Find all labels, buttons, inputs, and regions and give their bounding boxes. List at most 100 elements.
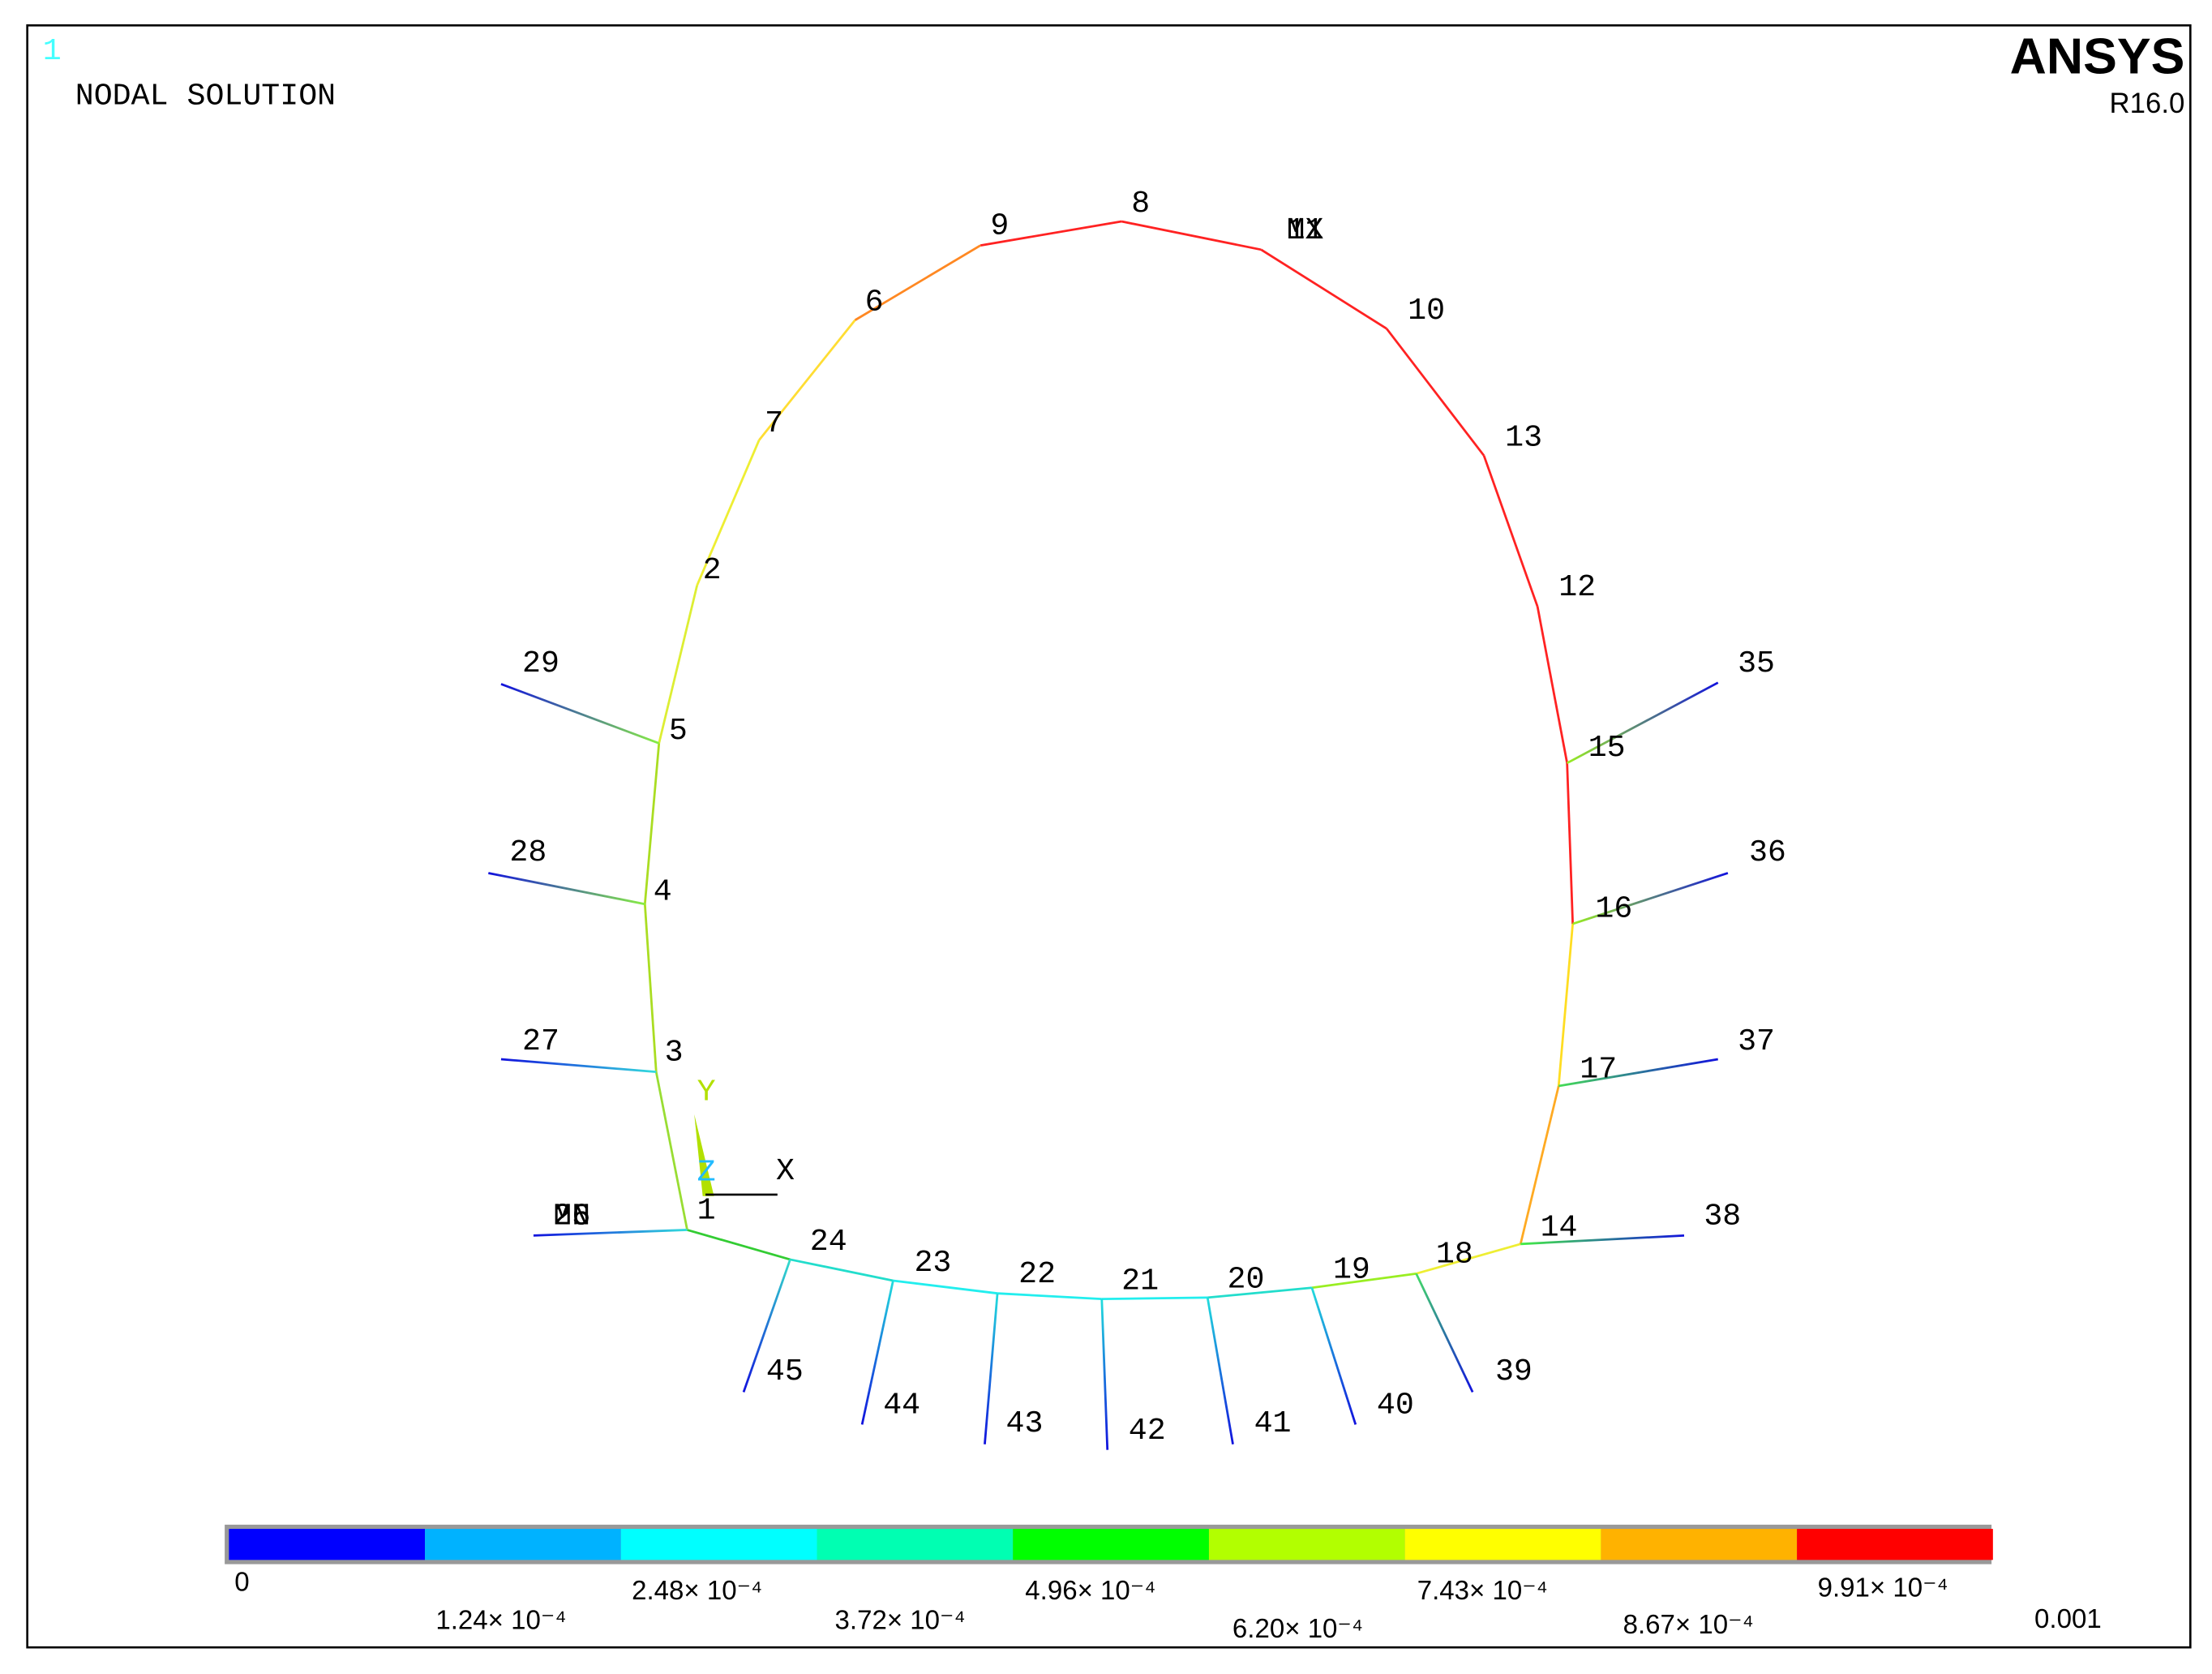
node-label: 22 (1018, 1257, 1056, 1292)
node-label: 14 (1541, 1210, 1578, 1245)
element (1101, 1296, 1208, 1301)
spring (1520, 1234, 1685, 1246)
node-label: 15 (1588, 731, 1626, 766)
node-label: 23 (914, 1246, 951, 1281)
node-label: 5 (669, 714, 688, 749)
spring (1415, 1273, 1474, 1393)
legend-label: 6.20× 10⁻⁴ (1232, 1614, 1363, 1644)
node-label: 38 (1704, 1199, 1741, 1234)
node-label: 6 (865, 285, 884, 320)
node-label: 13 (1505, 421, 1542, 456)
spring (1206, 1297, 1234, 1444)
node-label: 37 (1738, 1024, 1775, 1059)
legend-label: 3.72× 10⁻⁴ (835, 1606, 966, 1636)
element (893, 1279, 998, 1295)
legend-band (229, 1529, 426, 1560)
node-label: 9 (990, 209, 1009, 244)
node-label: 42 (1129, 1414, 1166, 1449)
node-label: 21 (1121, 1264, 1159, 1298)
node-label: 40 (1377, 1388, 1414, 1423)
node-label: 8 (1131, 187, 1150, 221)
version: R16.0 (2110, 88, 2185, 119)
spring (742, 1259, 791, 1393)
triad-x: X (776, 1154, 795, 1189)
element (758, 319, 856, 441)
legend-band (1404, 1529, 1601, 1560)
spring (533, 1229, 688, 1237)
legend-label: 7.43× 10⁻⁴ (1417, 1576, 1548, 1606)
spring (1310, 1287, 1357, 1425)
element (1416, 1243, 1521, 1275)
node-label: MX (1287, 213, 1324, 248)
legend-band (1601, 1529, 1798, 1560)
element (980, 220, 1122, 247)
node-label: 36 (1749, 835, 1786, 870)
legend-label: 4.96× 10⁻⁴ (1025, 1576, 1155, 1606)
element (1482, 455, 1539, 607)
element (997, 1292, 1102, 1301)
element (1557, 923, 1575, 1087)
spring (488, 872, 645, 906)
node-label: 41 (1254, 1406, 1292, 1441)
node-label: 24 (810, 1225, 847, 1260)
spring (1567, 681, 1719, 765)
node-label: 16 (1595, 891, 1632, 926)
node-label: 1 (697, 1194, 716, 1229)
legend-band (425, 1529, 621, 1560)
element (854, 244, 981, 321)
node-label: 43 (1006, 1406, 1044, 1441)
legend-label: 8.67× 10⁻⁴ (1623, 1610, 1754, 1640)
node-label: 7 (765, 406, 783, 441)
spring (500, 1058, 657, 1074)
element (1385, 328, 1485, 457)
node-label: 11 (1287, 213, 1324, 248)
node-label: 44 (883, 1388, 920, 1423)
element (1207, 1286, 1313, 1299)
node-label: 10 (1408, 294, 1445, 328)
element (790, 1258, 894, 1282)
brand: ANSYS (2010, 28, 2185, 84)
spring (1572, 872, 1729, 925)
node-label: 28 (509, 835, 547, 870)
element (1519, 1085, 1560, 1245)
triad-y-arrow (694, 1114, 714, 1196)
element (1311, 1272, 1417, 1290)
legend-label: 9.91× 10⁻⁴ (1818, 1573, 1948, 1603)
element (643, 743, 661, 904)
element (654, 1071, 688, 1230)
node-label: 12 (1558, 570, 1596, 605)
title: NODAL SOLUTION (75, 79, 336, 114)
legend-band (817, 1529, 1014, 1560)
element (643, 904, 658, 1072)
node-label: 18 (1436, 1237, 1473, 1272)
window-number: 1 (43, 34, 62, 69)
node-label: 2 (703, 553, 722, 588)
triad-y: Y (697, 1075, 716, 1110)
element (658, 585, 699, 744)
frame (26, 24, 2192, 1649)
legend-label: 0.001 (2034, 1604, 2102, 1634)
node-label: 19 (1333, 1253, 1370, 1288)
spring (984, 1293, 999, 1444)
node-label: 17 (1580, 1053, 1617, 1088)
element (1121, 220, 1262, 251)
element (1260, 248, 1387, 330)
element (1536, 606, 1569, 764)
legend-label: 0 (234, 1568, 249, 1598)
node-label: 39 (1495, 1354, 1533, 1389)
node-label: 29 (522, 646, 559, 681)
spring (500, 683, 660, 745)
spring (1100, 1298, 1109, 1450)
node-label: MN (553, 1199, 590, 1234)
spring (860, 1280, 894, 1425)
node-label: 45 (766, 1354, 804, 1389)
node-label: 35 (1738, 646, 1775, 681)
legend-label: 1.24× 10⁻⁴ (435, 1606, 566, 1636)
element (696, 440, 761, 586)
legend-band (1797, 1529, 1993, 1560)
legend-band (620, 1529, 817, 1560)
node-label: 27 (522, 1024, 559, 1059)
legend-band (1013, 1529, 1209, 1560)
spring (1558, 1058, 1718, 1088)
